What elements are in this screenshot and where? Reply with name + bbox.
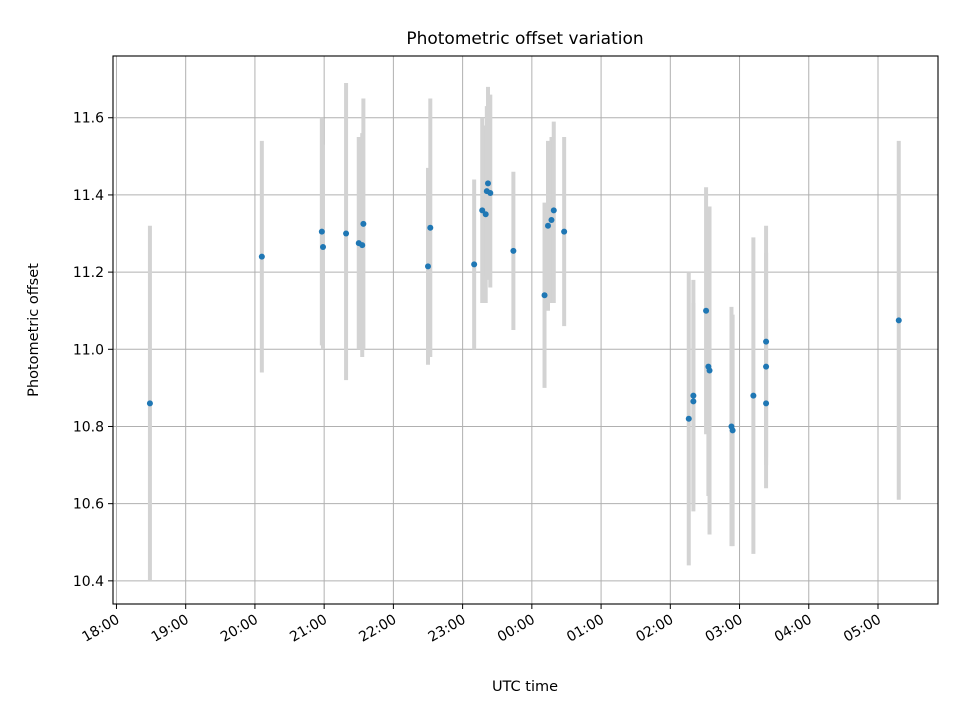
data-point [895, 317, 902, 324]
y-tick-label: 10.8 [73, 419, 104, 435]
axes-frame [112, 55, 939, 605]
data-point [485, 180, 491, 187]
data-point [510, 247, 517, 254]
data-point [763, 400, 770, 407]
y-tick-label: 11.4 [73, 188, 104, 204]
data-point [545, 222, 551, 229]
data-point [703, 307, 710, 314]
data-point [690, 392, 697, 399]
data-point [750, 392, 757, 399]
data-point [343, 230, 350, 237]
chart-title: Photometric offset variation [406, 29, 643, 49]
y-tick-label: 10.6 [73, 497, 104, 513]
data-point [425, 263, 431, 270]
data-point [318, 228, 325, 235]
data-point [427, 224, 434, 231]
data-point [763, 338, 770, 345]
data-points [146, 180, 902, 434]
data-point [690, 398, 697, 405]
y-tick-label: 11.2 [73, 265, 104, 281]
data-point [258, 253, 265, 260]
data-point [360, 220, 367, 227]
data-point [320, 244, 326, 251]
data-point [471, 261, 478, 268]
data-point [729, 427, 736, 434]
data-point [541, 292, 548, 299]
y-tick-label: 10.4 [73, 574, 104, 590]
data-point [487, 190, 494, 196]
data-point [763, 363, 770, 370]
data-point [550, 207, 557, 214]
y-axis-label: Photometric offset [26, 263, 42, 397]
data-point [548, 217, 555, 224]
x-axis-label: UTC time [492, 679, 558, 695]
grid-lines [113, 56, 938, 604]
data-point [482, 211, 489, 218]
data-point [561, 228, 568, 235]
data-point [706, 367, 713, 374]
y-tick-label: 11.6 [73, 111, 104, 127]
y-tick-label: 11.0 [73, 342, 104, 358]
data-point [146, 400, 153, 407]
y-axis-ticks: 10.4 10.6 10.8 11.0 11.2 11.4 11.6 [73, 111, 113, 590]
data-point [685, 415, 692, 422]
data-point [479, 207, 486, 214]
data-point [359, 242, 366, 249]
